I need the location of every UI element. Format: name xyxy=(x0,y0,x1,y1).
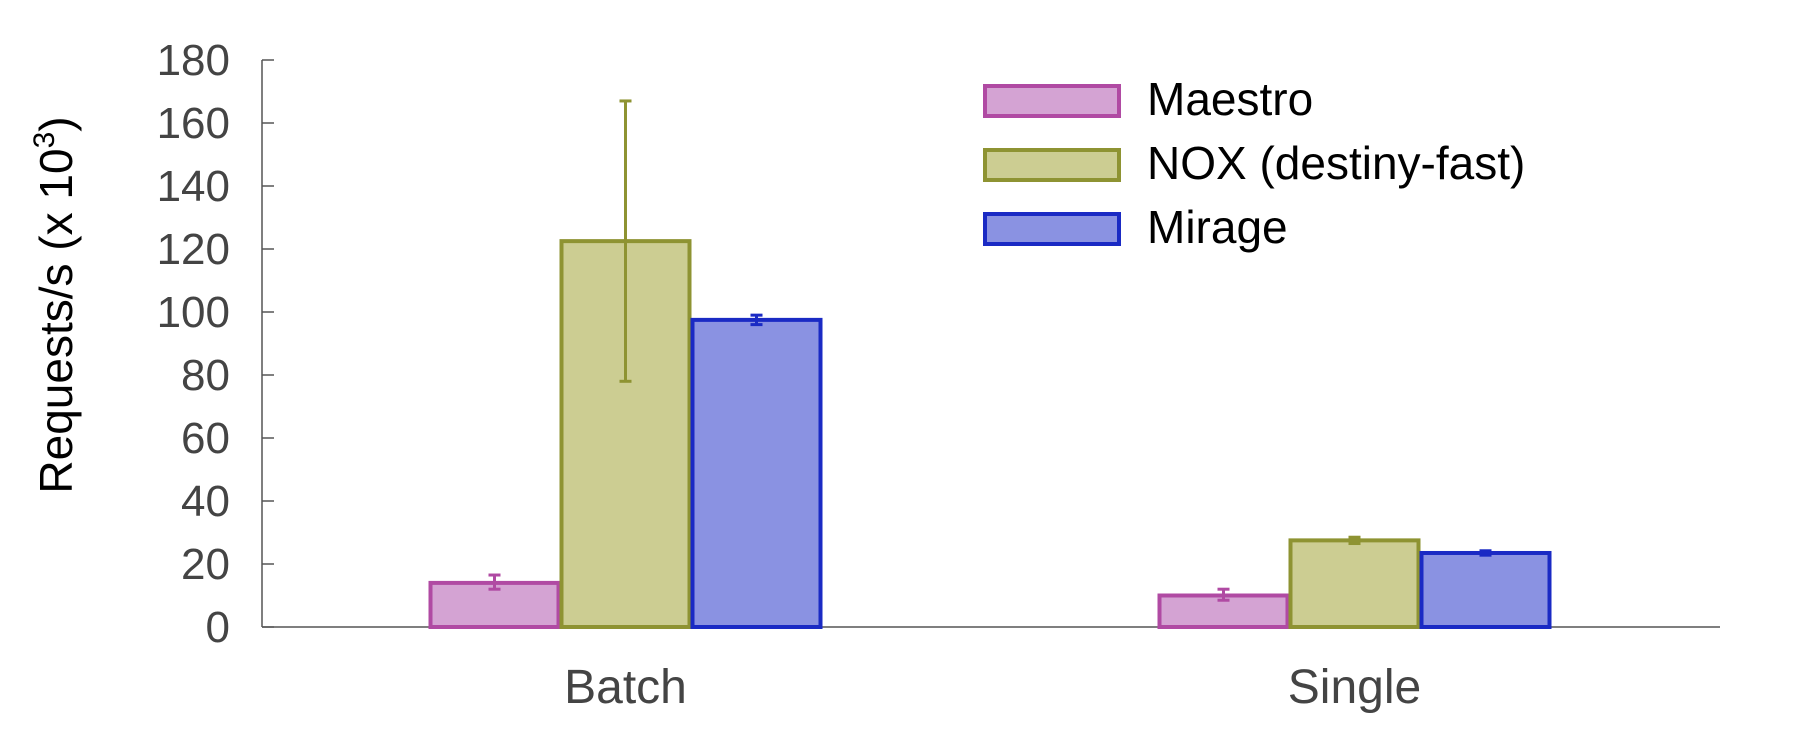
y-axis-label: Requests/s (x 103) xyxy=(28,116,82,493)
legend-label: Maestro xyxy=(1147,73,1313,125)
bars xyxy=(428,239,1552,630)
x-axis: Batch Single xyxy=(262,626,1720,714)
y-tick-label: 140 xyxy=(157,162,230,211)
error-bars xyxy=(488,99,1492,602)
y-tick-label: 60 xyxy=(181,414,230,463)
y-tick-label: 160 xyxy=(157,99,230,148)
y-tick-label: 80 xyxy=(181,351,230,400)
y-tick-label: 0 xyxy=(206,603,230,652)
legend-label: NOX (destiny-fast) xyxy=(1147,137,1525,189)
y-axis-label-exponent: 3 xyxy=(28,132,61,149)
bar-mirage-batch xyxy=(690,317,823,629)
legend: Maestro NOX (destiny-fast) Mirage xyxy=(983,73,1525,253)
y-tick-label: 180 xyxy=(157,36,230,85)
y-axis: 0 20 40 60 80 100 120 140 160 180 xyxy=(157,36,274,652)
y-tick-label: 40 xyxy=(181,477,230,526)
legend-swatch xyxy=(983,148,1121,182)
y-axis-label-close: ) xyxy=(30,116,82,131)
bar-mirage-single xyxy=(1419,550,1552,629)
y-tick-label: 20 xyxy=(181,540,230,589)
legend-label: Mirage xyxy=(1147,201,1288,253)
bar-nox-destiny-fast-single xyxy=(1288,538,1421,629)
y-tick-label: 120 xyxy=(157,225,230,274)
x-tick-label-single: Single xyxy=(1288,661,1421,714)
legend-swatch xyxy=(983,212,1121,246)
y-axis-label-base: Requests/s (x 10 xyxy=(30,148,82,493)
legend-swatch xyxy=(983,84,1121,118)
x-tick-label-batch: Batch xyxy=(564,661,687,714)
y-tick-label: 100 xyxy=(157,288,230,337)
